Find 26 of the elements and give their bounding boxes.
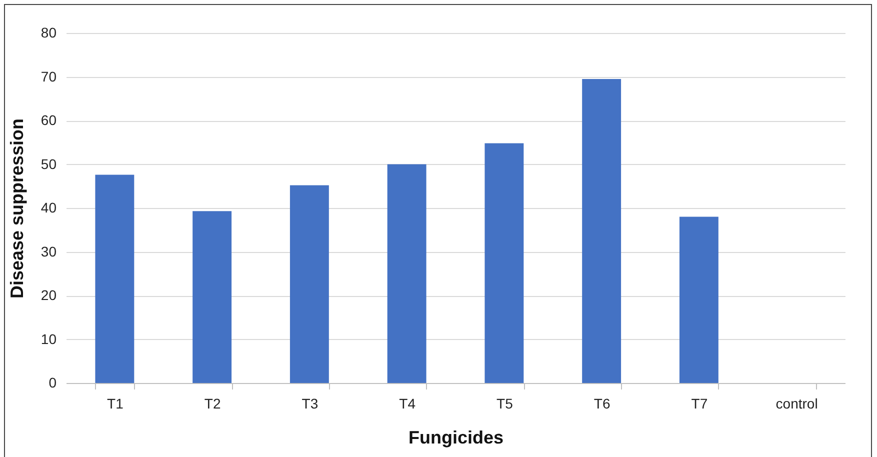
y-tick-label: 80: [40, 24, 57, 40]
bar: [582, 78, 622, 383]
bar: [290, 185, 329, 383]
x-tick-label: T7: [691, 396, 708, 412]
bar: [387, 164, 426, 383]
x-tick-label: T6: [594, 396, 610, 412]
x-tick-label: T4: [399, 396, 416, 412]
x-axis-title: Fungicides: [408, 428, 504, 448]
y-tick-label: 70: [40, 68, 57, 84]
x-tick-label: T1: [107, 396, 124, 412]
x-tick-label: control: [776, 396, 818, 412]
y-tick-label: 20: [40, 287, 57, 303]
bar: [192, 211, 232, 383]
y-tick-label: 40: [40, 200, 57, 216]
x-tick-label: T5: [496, 396, 514, 412]
y-tick-label: 10: [40, 330, 57, 347]
x-tick-label: T3: [302, 396, 318, 412]
y-axis-title: Disease suppression: [6, 118, 27, 299]
bar: [679, 216, 718, 383]
x-tick-label: T2: [204, 396, 221, 412]
y-tick-label: 60: [40, 112, 57, 128]
y-tick-label: 50: [40, 156, 57, 172]
y-tick-label: 30: [40, 243, 57, 260]
bar: [95, 174, 134, 383]
y-tick-label: 0: [48, 374, 57, 390]
bar: [484, 143, 524, 383]
